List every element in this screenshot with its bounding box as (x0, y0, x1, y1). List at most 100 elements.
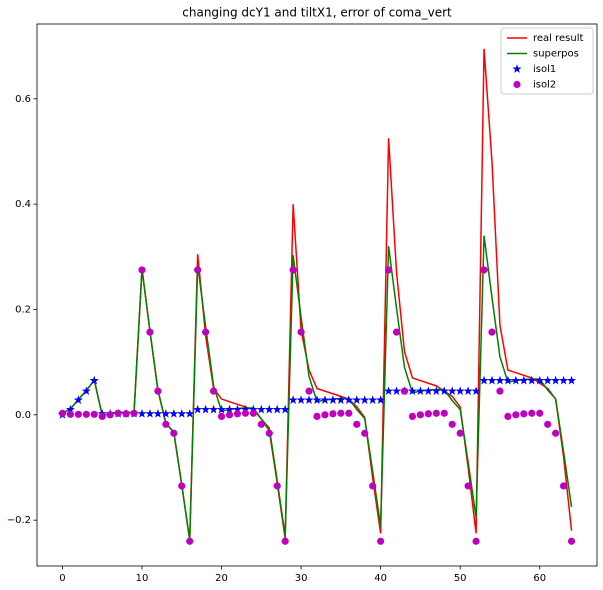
legend-label: isol2 (533, 80, 556, 91)
point (369, 482, 377, 490)
point (503, 375, 513, 385)
point (512, 411, 520, 419)
y-tick-label: −0.2 (7, 515, 31, 526)
point (305, 387, 313, 395)
point (209, 404, 219, 414)
point (169, 408, 179, 418)
point (194, 266, 202, 274)
point (464, 482, 472, 490)
point (122, 410, 130, 418)
point (392, 328, 401, 336)
point (264, 404, 274, 414)
point (233, 410, 242, 418)
point (559, 375, 569, 385)
point (479, 375, 489, 385)
point (162, 420, 170, 428)
point (471, 386, 481, 396)
point (65, 404, 75, 414)
point (288, 395, 298, 404)
point (82, 410, 90, 418)
point (447, 386, 457, 396)
point (377, 537, 385, 545)
x-tick-label: 40 (374, 573, 387, 584)
legend-label: isol1 (533, 64, 556, 75)
point (329, 410, 337, 418)
point (511, 375, 521, 385)
point (487, 375, 497, 385)
point (74, 410, 82, 418)
x-tick-label: 30 (295, 573, 308, 584)
point (58, 409, 67, 417)
point (344, 395, 354, 404)
x-tick-label: 0 (59, 573, 65, 584)
point (296, 395, 306, 404)
point (536, 409, 544, 417)
point (178, 482, 186, 490)
point (145, 408, 155, 418)
y-tick-label: 0.6 (15, 94, 31, 105)
point (249, 409, 257, 417)
point (360, 395, 370, 404)
point (352, 395, 362, 404)
point (66, 410, 75, 418)
point (400, 387, 409, 395)
y-tick-label: 0.2 (15, 304, 31, 315)
point (353, 420, 361, 428)
point (488, 328, 496, 336)
point (153, 408, 163, 418)
x-tick-label: 60 (533, 573, 546, 584)
point (98, 412, 106, 421)
point (504, 412, 512, 421)
point (216, 404, 227, 414)
point (202, 328, 210, 336)
plot-frame (36, 23, 598, 567)
point (248, 404, 258, 414)
point (376, 395, 386, 404)
point (225, 411, 234, 419)
point (146, 328, 154, 336)
point (328, 395, 338, 404)
point (345, 409, 353, 417)
point (416, 411, 425, 419)
legend-label: real result (533, 33, 583, 44)
point (161, 408, 171, 418)
point (408, 412, 417, 421)
point (241, 409, 250, 417)
point (552, 429, 560, 437)
point (424, 410, 432, 418)
point (544, 420, 552, 428)
point (81, 386, 91, 396)
point (232, 404, 243, 414)
point (519, 375, 529, 385)
point (337, 409, 345, 417)
point (265, 429, 273, 437)
point (496, 387, 504, 395)
point (520, 410, 528, 418)
point (280, 404, 290, 414)
legend-swatch (513, 80, 521, 89)
point (456, 429, 464, 437)
point (297, 328, 305, 336)
point (415, 386, 425, 396)
point (361, 429, 369, 437)
point (543, 375, 553, 385)
point (209, 387, 218, 395)
point (272, 404, 282, 414)
point (431, 386, 441, 396)
legend-swatch (512, 64, 522, 73)
series-line (62, 48, 573, 541)
point (559, 482, 568, 490)
point (186, 537, 194, 545)
legend-box (500, 27, 594, 95)
point (480, 266, 488, 274)
point (138, 266, 146, 274)
point (535, 375, 545, 385)
point (423, 386, 433, 396)
point (217, 412, 226, 421)
point (495, 375, 505, 385)
point (567, 537, 576, 545)
point (384, 386, 394, 396)
point (448, 420, 456, 428)
point (281, 537, 289, 545)
